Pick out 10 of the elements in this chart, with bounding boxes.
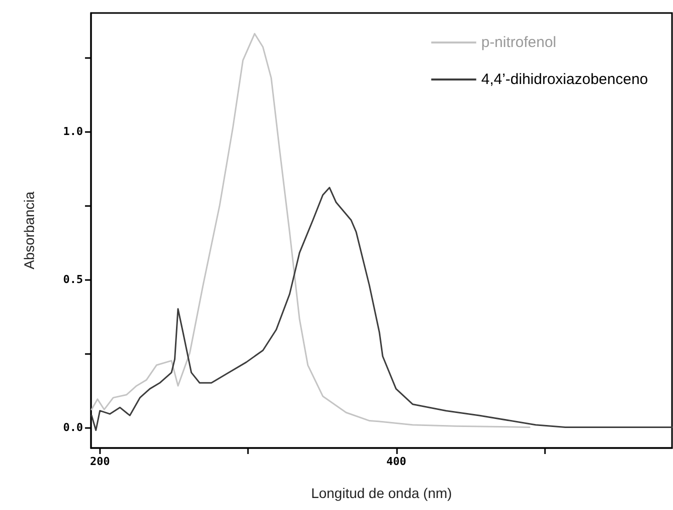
line-series — [90, 186, 673, 431]
y-tick-label: 1.0 — [63, 124, 83, 138]
x-tick-label: 400 — [386, 455, 406, 468]
y-tick-label: 0.5 — [63, 272, 83, 286]
x-axis-title: Longitud de onda (nm) — [311, 485, 452, 501]
y-tick-label: 0.0 — [63, 420, 83, 434]
y-axis-title: Absorbancia — [21, 191, 37, 270]
legend-label: 4,4’-dihidroxiazobenceno — [481, 71, 648, 88]
x-tick-label: 200 — [90, 455, 110, 468]
legend-label: p-nitrofenol — [481, 34, 556, 51]
